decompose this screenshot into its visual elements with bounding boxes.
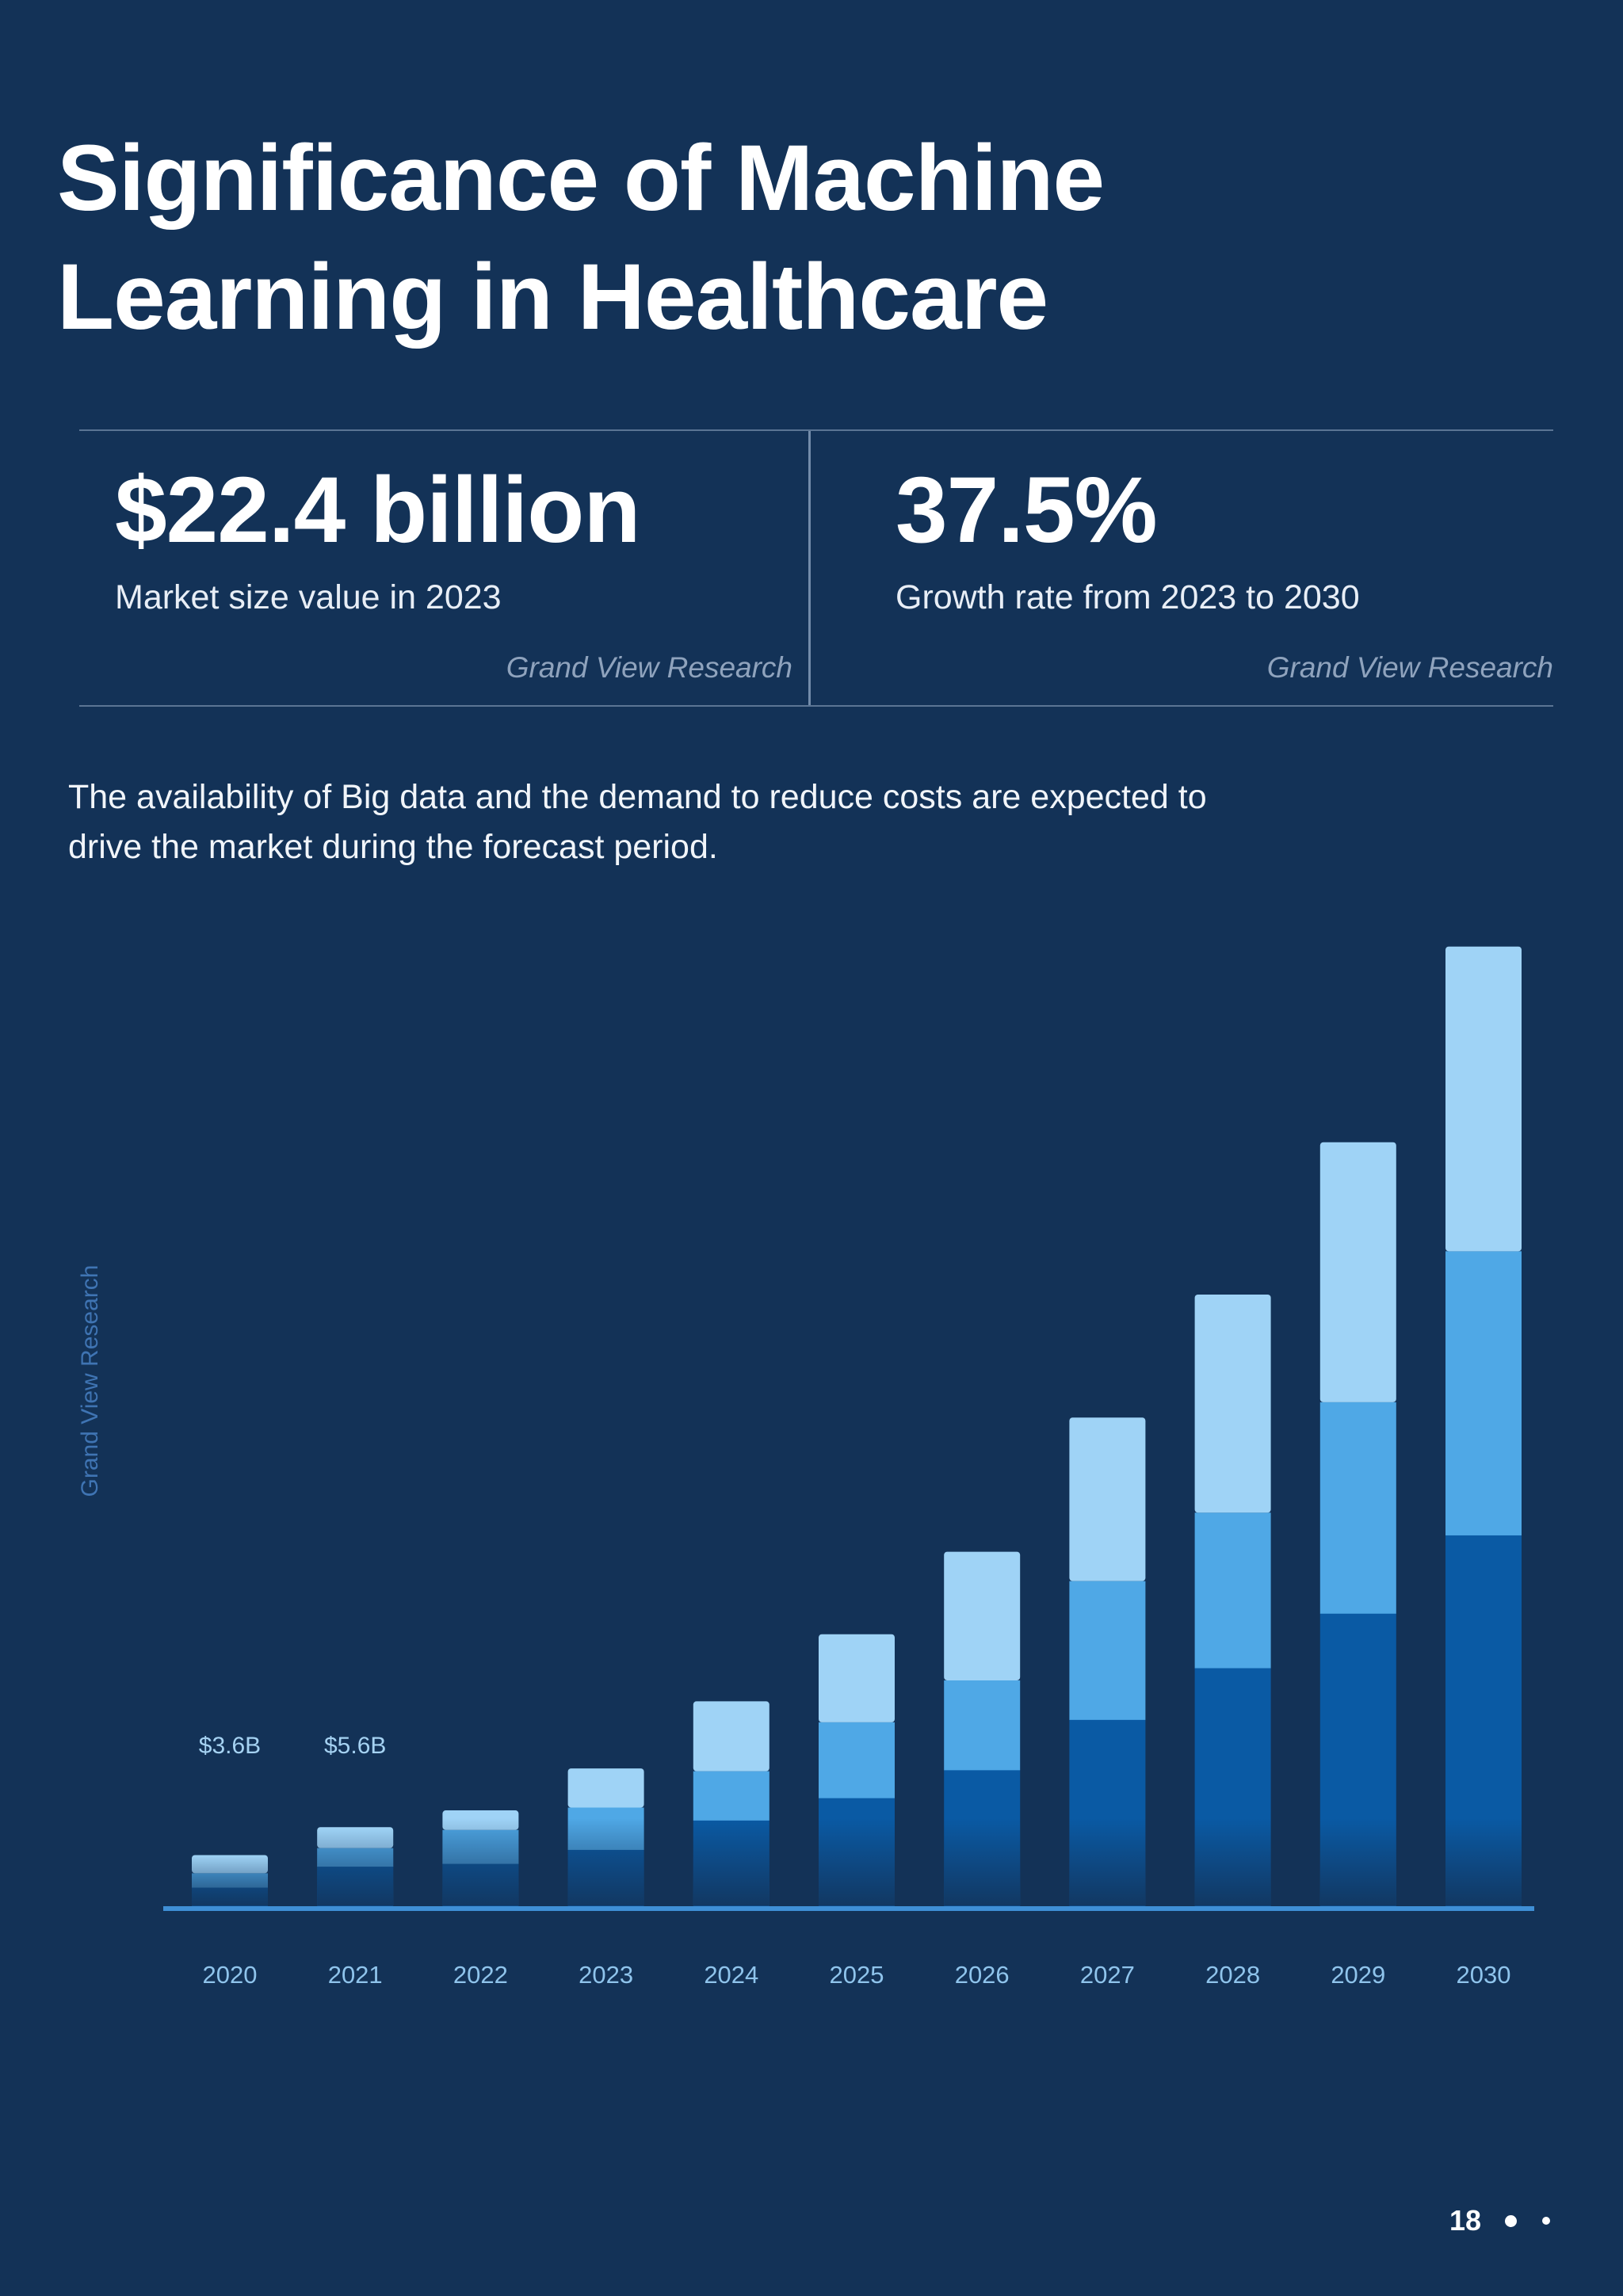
bar-segment [1319,1142,1396,1402]
x-tick-label: 2028 [1205,1961,1260,1989]
bar-base-shade [317,1827,394,1905]
bar-2023 [567,1768,644,1906]
data-label: $5.6B [324,1733,386,1759]
x-tick-label: 2029 [1331,1961,1385,1989]
bar-segment [693,1701,769,1772]
bar-2020 [192,1855,268,1906]
x-tick-label: 2021 [328,1961,383,1989]
description-text: The availability of Big data and the dem… [68,778,1207,866]
stat-market-size: $22.4 billion Market size value in 2023 … [115,431,792,705]
bar-base-shade [1319,1818,1396,1905]
bar-2026 [944,1551,1021,1906]
page-footer: 18 [1449,2201,1550,2241]
bar-2025 [819,1634,895,1906]
x-tick-label: 2023 [579,1961,633,1989]
bar-base-shade [1069,1818,1146,1905]
bar-base-shade [192,1855,268,1905]
bar-segment [944,1680,1021,1771]
bar-base-shade [442,1818,519,1905]
data-label: $3.6B [199,1733,261,1759]
bar-base-shade [567,1818,644,1905]
bar-segment [1194,1512,1271,1669]
bar-segment [567,1768,644,1808]
stat-value: 37.5% [896,458,1158,563]
bar-base-shade [693,1818,769,1905]
bar-base-shade [944,1818,1021,1905]
stat-label: Market size value in 2023 [115,578,502,616]
stat-label: Growth rate from 2023 to 2030 [896,578,1360,616]
stats-panel: $22.4 billion Market size value in 2023 … [79,429,1553,707]
bar-2022 [442,1810,519,1906]
bar-2024 [693,1701,769,1906]
bar-base-shade [819,1818,895,1905]
bar-base-shade [1445,1818,1522,1905]
bar-2030 [1445,946,1522,1906]
bar-segment [819,1634,895,1722]
bar-segment [1445,1251,1522,1535]
bar-segment [693,1771,769,1821]
x-tick-label: 2025 [830,1961,884,1989]
stat-source: Grand View Research [1266,651,1553,684]
stat-source: Grand View Research [506,651,792,684]
x-tick-label: 2024 [704,1961,758,1989]
bar-segment [1069,1417,1146,1581]
stats-divider [808,431,811,705]
x-tick-label: 2026 [955,1961,1010,1989]
bar-segment [944,1551,1021,1680]
bar-base-shade [1194,1818,1271,1905]
bar-segment [1319,1402,1396,1614]
bar-segment [1445,946,1522,1252]
x-tick-label: 2020 [203,1961,258,1989]
page-dot-icon [1542,2217,1550,2225]
stat-growth-rate: 37.5% Growth rate from 2023 to 2030 Gran… [896,431,1553,705]
bar-segment [819,1722,895,1798]
bar-2029 [1319,1142,1396,1906]
stat-value: $22.4 billion [115,458,640,563]
bar-2027 [1069,1417,1146,1906]
x-tick-label: 2022 [453,1961,508,1989]
page-number: 18 [1449,2204,1481,2237]
page-title: Significance of Machine Learning in Heal… [57,126,1105,349]
bar-2028 [1194,1295,1271,1906]
page-dot-icon [1505,2214,1517,2227]
bar-segment [1194,1295,1271,1513]
x-tick-label: 2030 [1457,1961,1511,1989]
x-tick-label: 2027 [1080,1961,1135,1989]
bar-2021 [317,1827,394,1906]
bar-segment [1069,1581,1146,1720]
